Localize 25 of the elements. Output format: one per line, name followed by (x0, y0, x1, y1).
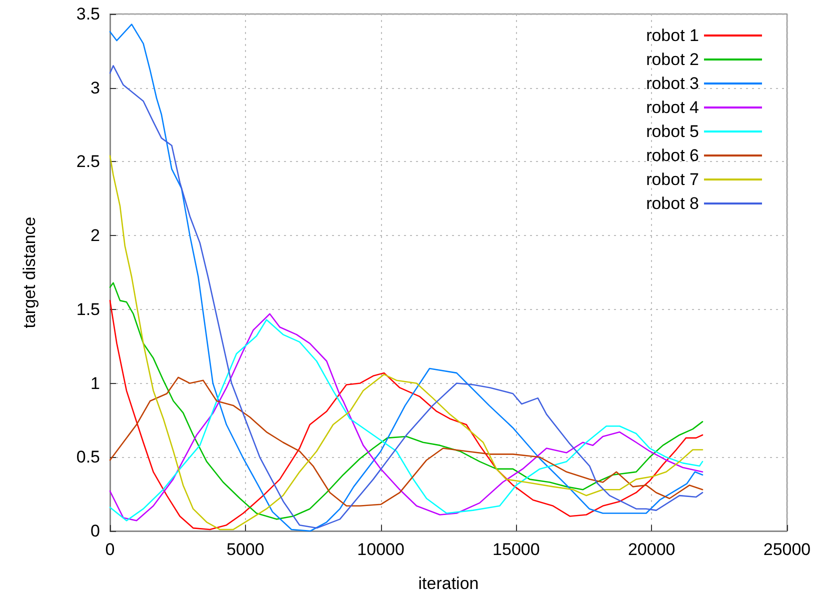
y-tick-label: 0.5 (76, 448, 100, 467)
legend-label: robot 8 (646, 194, 699, 213)
x-axis-title: iteration (418, 574, 479, 593)
legend-label: robot 3 (646, 74, 699, 93)
legend-label: robot 7 (646, 170, 699, 189)
y-tick-label: 0 (90, 522, 100, 540)
legend-label: robot 1 (646, 26, 699, 45)
x-tick-label: 5000 (226, 540, 264, 559)
legend-label: robot 6 (646, 146, 699, 165)
x-tick-label: 15000 (492, 540, 540, 559)
x-tick-label: 0 (105, 540, 115, 559)
x-tick-label: 25000 (763, 540, 811, 559)
y-tick-label: 1.5 (76, 300, 100, 319)
y-axis-title: target distance (20, 216, 39, 328)
x-tick-label: 20000 (628, 540, 676, 559)
y-tick-label: 3 (90, 78, 100, 98)
y-tick-label: 3.5 (76, 4, 100, 24)
y-tick-label: 2.5 (76, 152, 100, 172)
legend-label: robot 5 (646, 122, 699, 141)
legend-label: robot 4 (646, 98, 699, 117)
x-tick-label: 10000 (357, 540, 404, 559)
y-tick-label: 1 (90, 374, 100, 393)
legend-label: robot 2 (646, 50, 699, 69)
line-series (109, 376, 704, 507)
y-tick-label: 2 (90, 226, 100, 246)
